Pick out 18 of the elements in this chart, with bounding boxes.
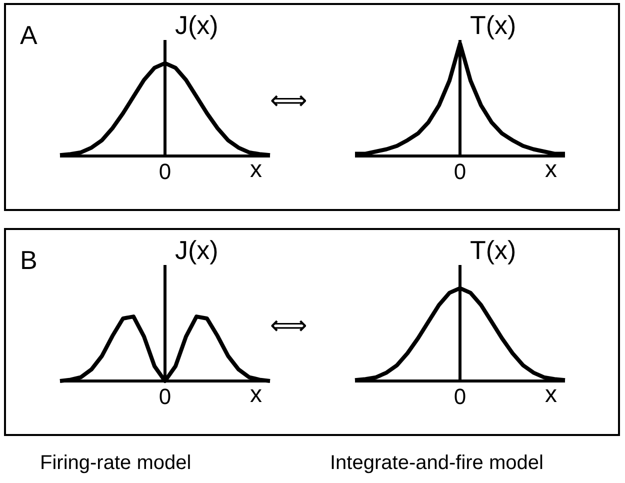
annotation: ⟺: [270, 310, 308, 341]
annotation: ⟺: [270, 85, 308, 116]
text: 0: [452, 384, 468, 410]
text: 0: [452, 159, 468, 185]
y-axis-title: J(x): [175, 10, 218, 41]
text: Integrate-and-fire model: [330, 452, 544, 475]
text: B: [20, 245, 38, 276]
text: 0: [158, 384, 172, 410]
text: Firing-rate model: [40, 452, 192, 475]
x-axis-title: x: [545, 381, 557, 409]
x-axis-title: x: [250, 381, 262, 409]
y-axis-title: T(x): [470, 235, 516, 266]
text: A: [20, 20, 38, 51]
y-axis-title: J(x): [175, 235, 218, 266]
x-axis-title: x: [250, 156, 262, 184]
text: 0: [158, 159, 172, 185]
x-axis-title: x: [545, 156, 557, 184]
y-axis-title: T(x): [470, 10, 516, 41]
